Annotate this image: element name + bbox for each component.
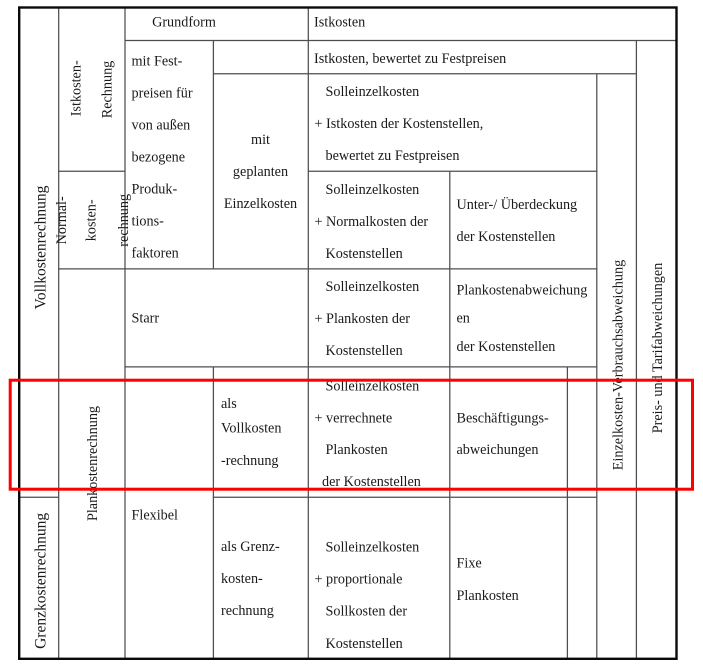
svg-text:Unter-/ Überdeckung: Unter-/ Überdeckung [457,196,578,213]
svg-text:Solleinzelkosten: Solleinzelkosten [326,182,420,198]
svg-text:Grenzkostenrechnung: Grenzkostenrechnung [33,513,50,649]
svg-text:von außen: von außen [132,118,191,134]
svg-text:preisen für: preisen für [132,86,193,102]
svg-text:Plankosten: Plankosten [326,442,388,458]
svg-text:Kostenstellen: Kostenstellen [326,636,403,652]
svg-text:Normal-: Normal- [54,196,70,244]
svg-text:Kostenstellen: Kostenstellen [326,343,403,359]
svg-text:Fixe: Fixe [457,556,482,572]
svg-text:mit Fest-: mit Fest- [132,54,183,70]
svg-text:Beschäftigungs-: Beschäftigungs- [457,410,549,426]
svg-text:der Kostenstellen: der Kostenstellen [322,474,421,490]
svg-text:Produk-: Produk- [132,182,178,198]
svg-text:en: en [457,311,470,327]
svg-text:+ verrechnete: + verrechnete [315,410,393,426]
svg-text:der Kostenstellen: der Kostenstellen [457,229,556,245]
svg-text:+ Istkosten der Kostenstellen,: + Istkosten der Kostenstellen, [315,116,484,132]
svg-text:der Kostenstellen: der Kostenstellen [457,339,556,355]
svg-text:Kostenstellen: Kostenstellen [326,246,403,262]
svg-text:rechnung: rechnung [116,194,132,247]
svg-text:Solleinzelkosten: Solleinzelkosten [326,378,420,394]
svg-text:Solleinzelkosten: Solleinzelkosten [326,279,420,295]
svg-text:Grundform: Grundform [152,15,216,31]
svg-text:Einzelkosten-Verbrauchsabweich: Einzelkosten-Verbrauchsabweichung [611,260,627,470]
svg-text:abweichungen: abweichungen [457,442,539,458]
svg-text:Istkosten, bewertet zu Festpre: Istkosten, bewertet zu Festpreisen [314,51,506,67]
svg-text:kosten-: kosten- [221,571,263,587]
svg-text:als: als [221,396,237,412]
svg-text:Istkosten-: Istkosten- [69,60,85,116]
svg-text:Istkosten: Istkosten [314,15,365,31]
svg-text:faktoren: faktoren [132,246,179,262]
svg-text:Solleinzelkosten: Solleinzelkosten [326,539,420,555]
svg-text:+ proportionale: + proportionale [315,571,403,587]
svg-text:+ Plankosten der: + Plankosten der [315,311,411,327]
svg-text:Vollkosten: Vollkosten [221,421,281,437]
svg-text:tions-: tions- [132,214,165,230]
svg-text:Plankostenabweichung: Plankostenabweichung [457,283,588,299]
svg-text:Plankostenrechnung: Plankostenrechnung [85,406,101,521]
svg-text:+ Normalkosten der: + Normalkosten der [315,214,429,230]
svg-text:mit: mit [251,132,270,148]
svg-text:geplanten: geplanten [233,164,288,180]
svg-text:Flexibel: Flexibel [132,508,179,524]
svg-text:Vollkostenrechnung: Vollkostenrechnung [33,185,50,309]
svg-text:Preis- und Tarifabweichungen: Preis- und Tarifabweichungen [650,263,666,434]
svg-text:Plankosten: Plankosten [457,588,519,604]
svg-text:kosten-: kosten- [84,199,100,241]
svg-text:Solleinzelkosten: Solleinzelkosten [326,84,420,100]
svg-text:Starr: Starr [132,310,160,326]
svg-text:-rechnung: -rechnung [221,453,279,469]
svg-text:rechnung: rechnung [221,603,274,619]
svg-text:als Grenz-: als Grenz- [221,539,280,555]
svg-text:Sollkosten der: Sollkosten der [326,604,408,620]
svg-text:Rechnung: Rechnung [100,61,116,119]
svg-text:bezogene: bezogene [132,150,186,166]
svg-text:Einzelkosten: Einzelkosten [224,196,297,212]
svg-text:bewertet zu Festpreisen: bewertet zu Festpreisen [326,148,460,164]
